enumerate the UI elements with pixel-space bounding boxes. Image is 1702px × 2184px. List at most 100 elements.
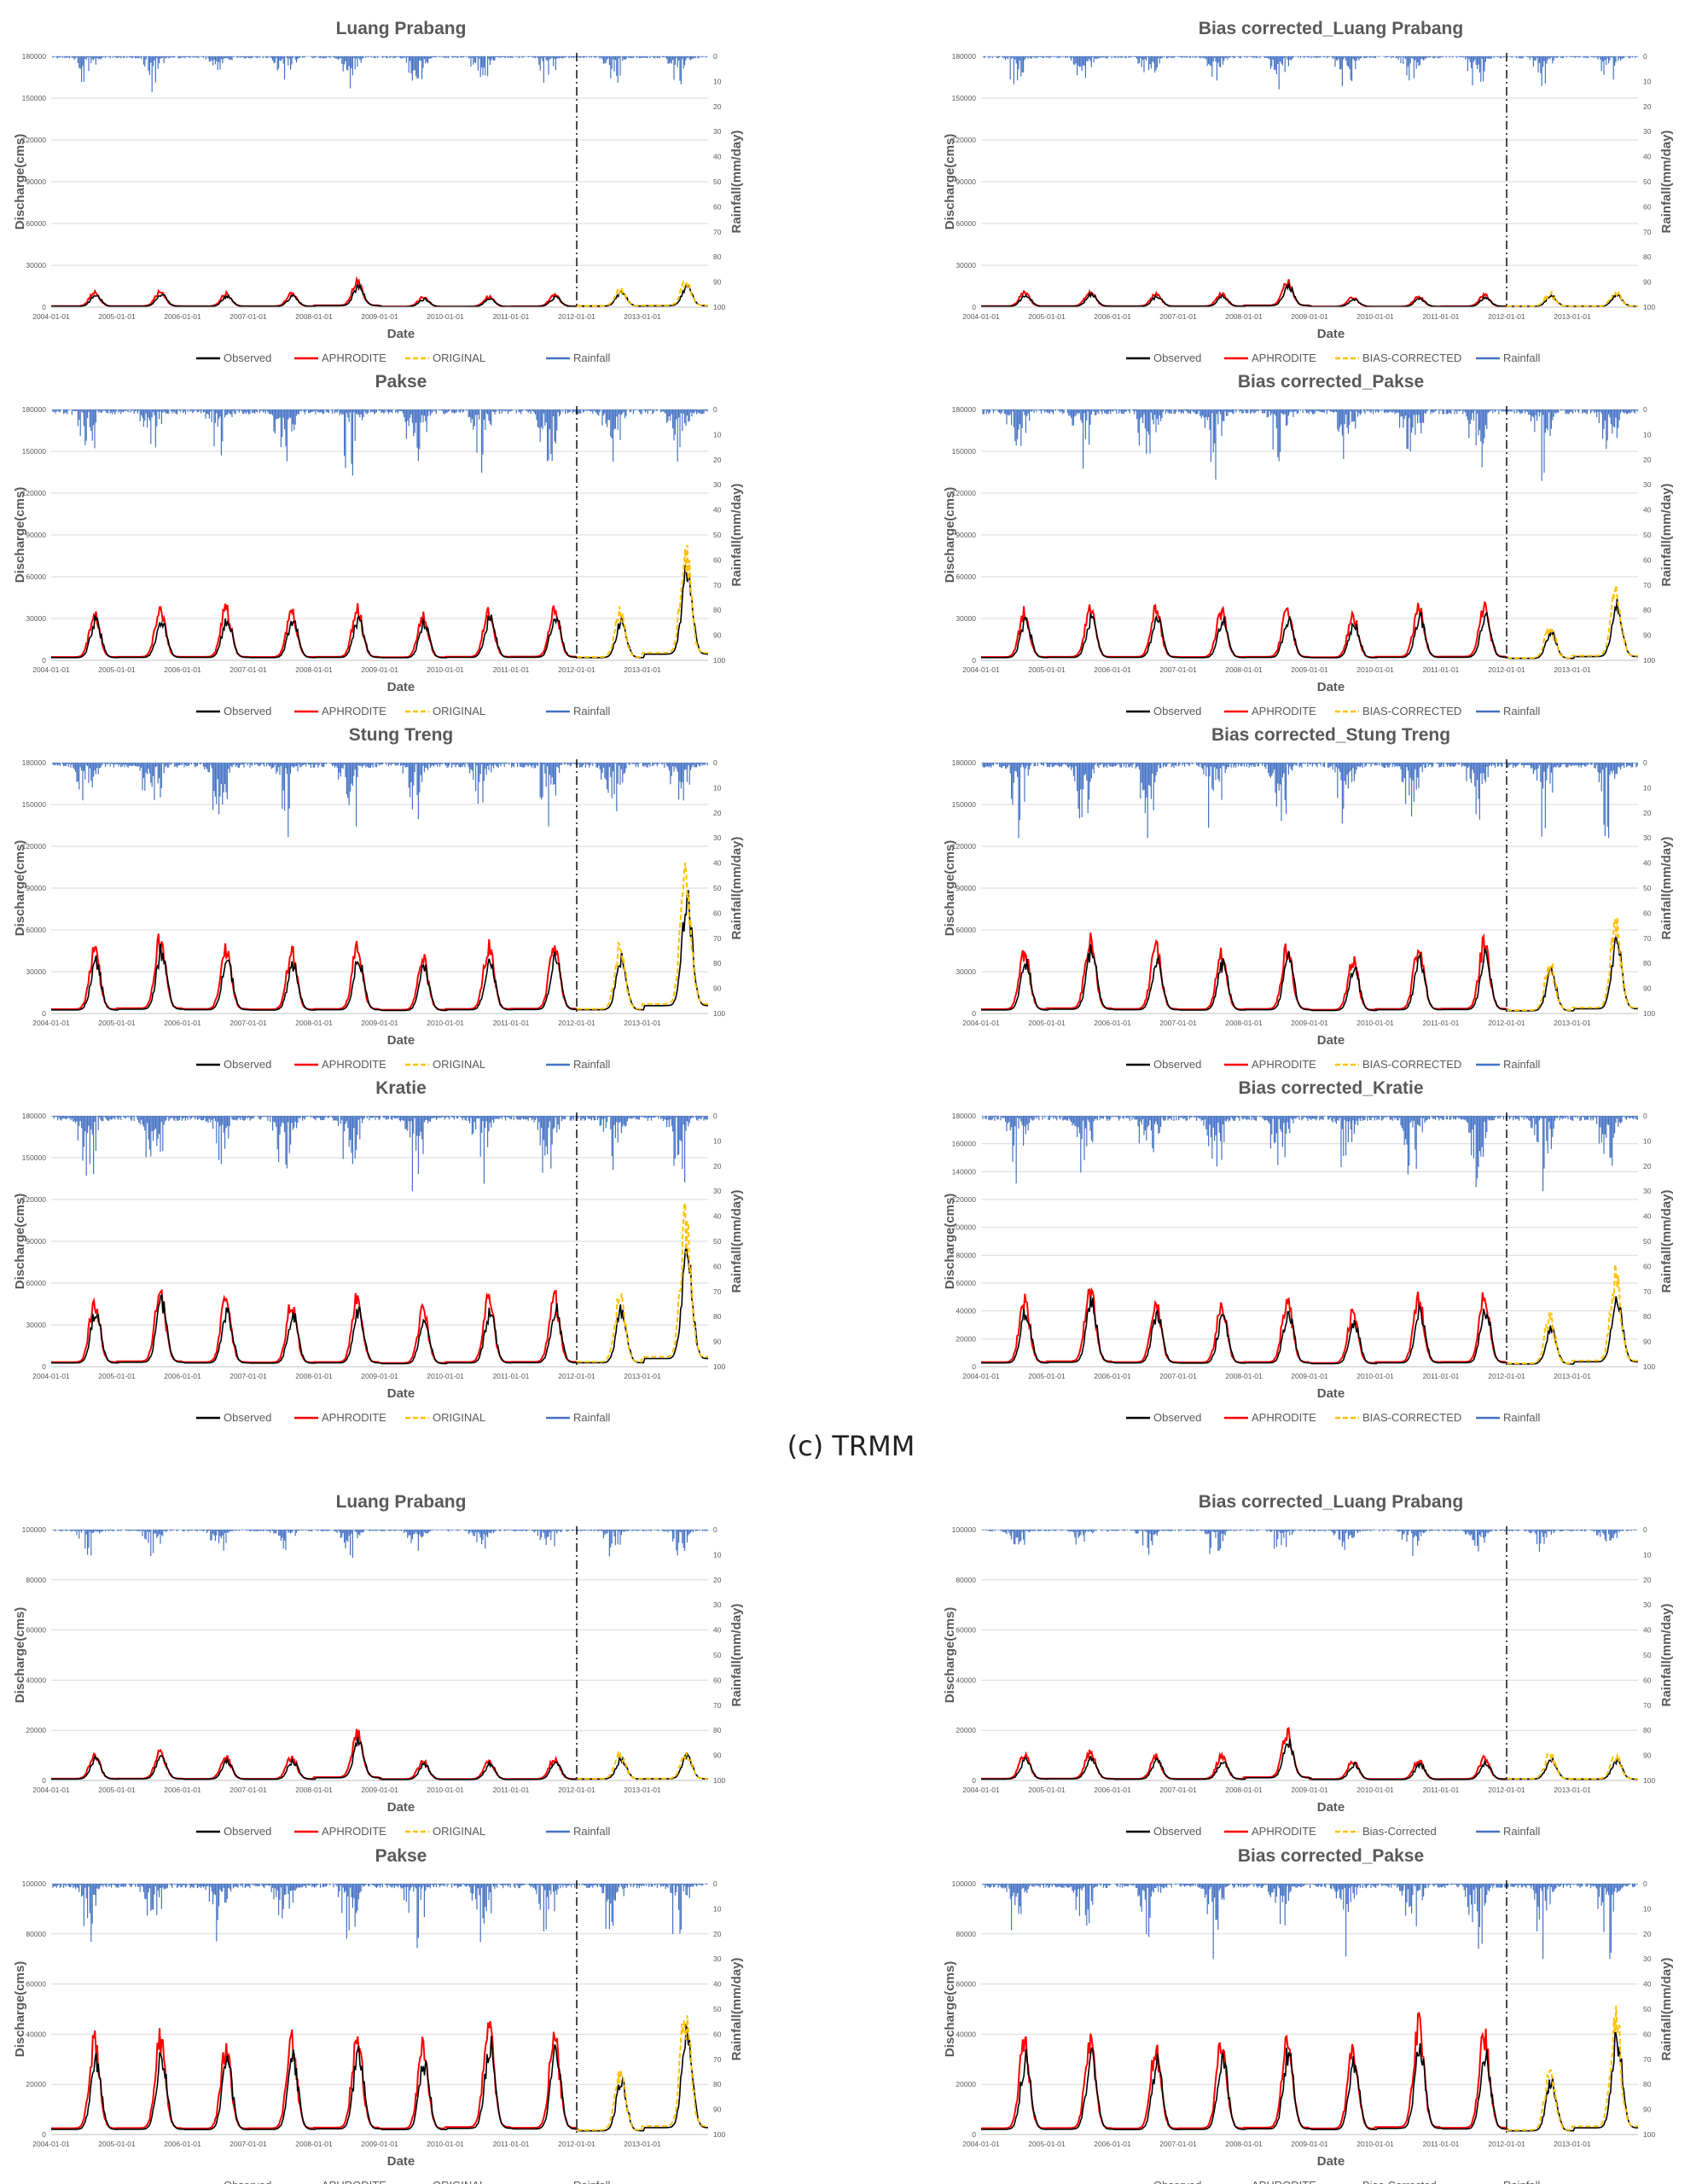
y2-tick-label: 80 (1643, 2080, 1652, 2088)
y2-tick-label: 60 (1643, 555, 1652, 564)
y2-tick-label: 20 (713, 1162, 722, 1170)
x-tick-label: 2010-01-01 (1356, 1372, 1394, 1380)
x-tick-label: 2011-01-01 (1423, 2140, 1460, 2148)
legend-label: Observed (224, 705, 271, 717)
series-observed (51, 2024, 708, 2132)
y-tick-label: 90000 (26, 531, 46, 539)
x-tick-label: 2008-01-01 (295, 312, 333, 321)
x-tick-label: 2013-01-01 (624, 2140, 661, 2148)
y2-tick-label: 30 (713, 1187, 722, 1195)
series-corrected (1507, 917, 1638, 1012)
y-tick-label: 100000 (952, 1223, 977, 1232)
legend-label: APHRODITE (1252, 705, 1316, 717)
series-corrected (1507, 1751, 1638, 1780)
x-tick-label: 2006-01-01 (164, 1019, 201, 1027)
legend-label: Rainfall (573, 1825, 610, 1838)
y2-tick-label: 80 (713, 959, 722, 967)
y-tick-label: 120000 (22, 136, 47, 144)
legend-label: BIAS-CORRECTED (1362, 351, 1461, 364)
y2-tick-label: 20 (713, 809, 722, 817)
x-tick-label: 2010-01-01 (1356, 1019, 1394, 1027)
series-observed (981, 2030, 1639, 2132)
series-rainfall (982, 410, 1638, 481)
legend-label: APHRODITE (1252, 2179, 1316, 2184)
y2-tick-label: 100 (713, 656, 725, 665)
y-tick-label: 180000 (22, 1112, 47, 1120)
x-axis-label: Date (1317, 1033, 1345, 1048)
series-observed (51, 890, 708, 1012)
y-tick-label: 80000 (956, 1576, 976, 1584)
y-tick-label: 60000 (956, 572, 976, 581)
x-tick-label: 2012-01-01 (1488, 312, 1525, 321)
y2-tick-label: 10 (1643, 430, 1652, 439)
x-tick-label: 2005-01-01 (98, 312, 136, 321)
y-tick-label: 20000 (956, 1334, 976, 1343)
x-tick-label: 2005-01-01 (98, 1786, 136, 1794)
y2-tick-label: 0 (1643, 758, 1647, 767)
chart-title: Bias corrected_Pakse (1238, 1846, 1424, 1866)
y-tick-label: 90000 (26, 177, 46, 186)
y2-tick-label: 50 (713, 531, 722, 539)
x-tick-label: 2007-01-01 (229, 2140, 267, 2148)
legend-label: ORIGINAL (433, 1825, 485, 1838)
y-tick-label: 90000 (956, 177, 976, 186)
y2-tick-label: 90 (713, 1751, 722, 1760)
x-tick-label: 2009-01-01 (1291, 665, 1328, 674)
legend-label: ORIGINAL (433, 351, 485, 364)
y-tick-label: 0 (972, 2130, 976, 2139)
legend-label: Rainfall (573, 2179, 610, 2184)
x-tick-label: 2011-01-01 (1423, 312, 1460, 321)
series-observed (51, 282, 708, 308)
y2-tick-label: 80 (713, 606, 722, 614)
series-corrected (1507, 2005, 1638, 2131)
figure-caption: (c) TRMM (787, 1430, 915, 1462)
y2-tick-label: 10 (713, 1136, 722, 1145)
y2-tick-label: 10 (713, 1550, 722, 1559)
legend-label: APHRODITE (322, 351, 386, 364)
legend-label: APHRODITE (1252, 351, 1316, 364)
y-axis-label: Discharge(cms) (13, 1607, 27, 1704)
y-tick-label: 60000 (26, 572, 46, 581)
x-tick-label: 2009-01-01 (361, 2140, 398, 2148)
series-aphrodite (51, 603, 578, 659)
x-tick-label: 2011-01-01 (1423, 665, 1460, 674)
legend-label: APHRODITE (1252, 1058, 1316, 1071)
series-aphrodite (981, 1287, 1507, 1364)
series-corrected (577, 2015, 708, 2131)
y2-tick-label: 10 (1643, 1550, 1652, 1559)
legend-label: Observed (1153, 351, 1201, 364)
y-axis-label: Discharge(cms) (13, 487, 27, 584)
x-tick-label: 2005-01-01 (98, 1019, 136, 1027)
y2-tick-label: 90 (713, 1338, 722, 1346)
chart-title: Bias corrected_Luang Prabang (1199, 1492, 1463, 1512)
chart-panel: Bias corrected_Kratie 0 20000 40000 60000 800… (930, 1066, 1698, 1424)
legend-label: Rainfall (573, 705, 610, 717)
y2-tick-label: 50 (1643, 177, 1652, 186)
x-tick-label: 2012-01-01 (1488, 1019, 1525, 1027)
y2-tick-label: 40 (713, 506, 722, 514)
y2-tick-label: 30 (1643, 834, 1652, 842)
y-tick-label: 0 (972, 303, 976, 311)
y2-tick-label: 30 (1643, 1600, 1652, 1609)
y2-tick-label: 30 (1643, 1187, 1652, 1195)
x-axis-label: Date (1317, 680, 1345, 694)
y2-tick-label: 10 (1643, 77, 1652, 85)
y2-tick-label: 40 (1643, 506, 1652, 514)
series-rainfall (52, 763, 708, 838)
legend-label: Observed (224, 1058, 271, 1071)
x-tick-label: 2005-01-01 (1028, 1372, 1066, 1380)
y2-tick-label: 70 (1643, 2055, 1652, 2064)
y2-tick-label: 100 (1643, 1009, 1655, 1018)
y2-tick-label: 0 (1643, 405, 1647, 414)
y-tick-label: 140000 (952, 1167, 977, 1176)
legend-label: Observed (1153, 1825, 1201, 1838)
chart-title: Luang Prabang (336, 19, 467, 38)
series-rainfall (52, 1116, 708, 1192)
x-tick-label: 2004-01-01 (32, 1019, 70, 1027)
y2-tick-label: 70 (713, 581, 722, 590)
y2-tick-label: 100 (1643, 1776, 1655, 1785)
y2-tick-label: 60 (1643, 202, 1652, 211)
chart-panel: Bias corrected_Stung Treng 0 30000 60000 900… (930, 713, 1698, 1071)
y2-axis-label: Rainfall(mm/day) (729, 131, 744, 234)
chart-panel: Luang Prabang 0 20000 40000 60000 80000 100000… (0, 1480, 768, 1838)
